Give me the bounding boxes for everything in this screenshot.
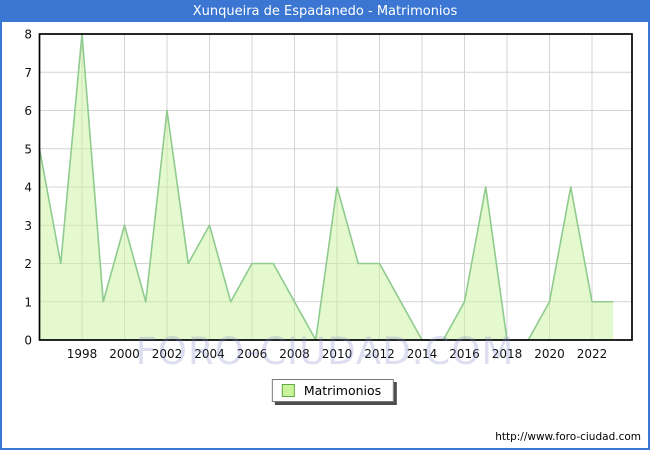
- x-tick-label: 2006: [237, 347, 268, 361]
- x-tick-label: 2010: [322, 347, 353, 361]
- x-tick-label: 1998: [67, 347, 98, 361]
- x-tick-label: 2000: [109, 347, 140, 361]
- x-tick-label: 2020: [534, 347, 565, 361]
- y-tick-label: 0: [24, 334, 32, 348]
- legend-label: Matrimonios: [303, 383, 382, 398]
- x-tick-label: 2022: [577, 347, 608, 361]
- y-tick-label: 6: [24, 104, 32, 118]
- x-tick-label: 2018: [492, 347, 523, 361]
- legend-swatch-icon: [281, 384, 295, 397]
- area-series-matrimonios: [39, 34, 614, 340]
- footer-url: http://www.foro-ciudad.com: [495, 431, 641, 443]
- x-tick-label: 2016: [449, 347, 480, 361]
- y-tick-label: 3: [24, 219, 32, 233]
- plot-border: [38, 33, 633, 341]
- x-tick-label: 2014: [407, 347, 438, 361]
- y-tick-label: 7: [24, 66, 32, 80]
- page-title: Xunqueira de Espadanedo - Matrimonios: [2, 2, 648, 22]
- y-tick-label: 4: [24, 181, 32, 195]
- x-tick-label: 2012: [364, 347, 395, 361]
- y-tick-label: 5: [24, 142, 32, 156]
- y-tick-label: 1: [24, 295, 32, 309]
- x-tick-label: 2008: [279, 347, 310, 361]
- y-tick-label: 8: [24, 28, 32, 42]
- x-tick-label: 2004: [194, 347, 225, 361]
- y-tick-label: 2: [24, 257, 32, 271]
- x-tick-label: 2002: [152, 347, 183, 361]
- legend: Matrimonios: [271, 379, 395, 402]
